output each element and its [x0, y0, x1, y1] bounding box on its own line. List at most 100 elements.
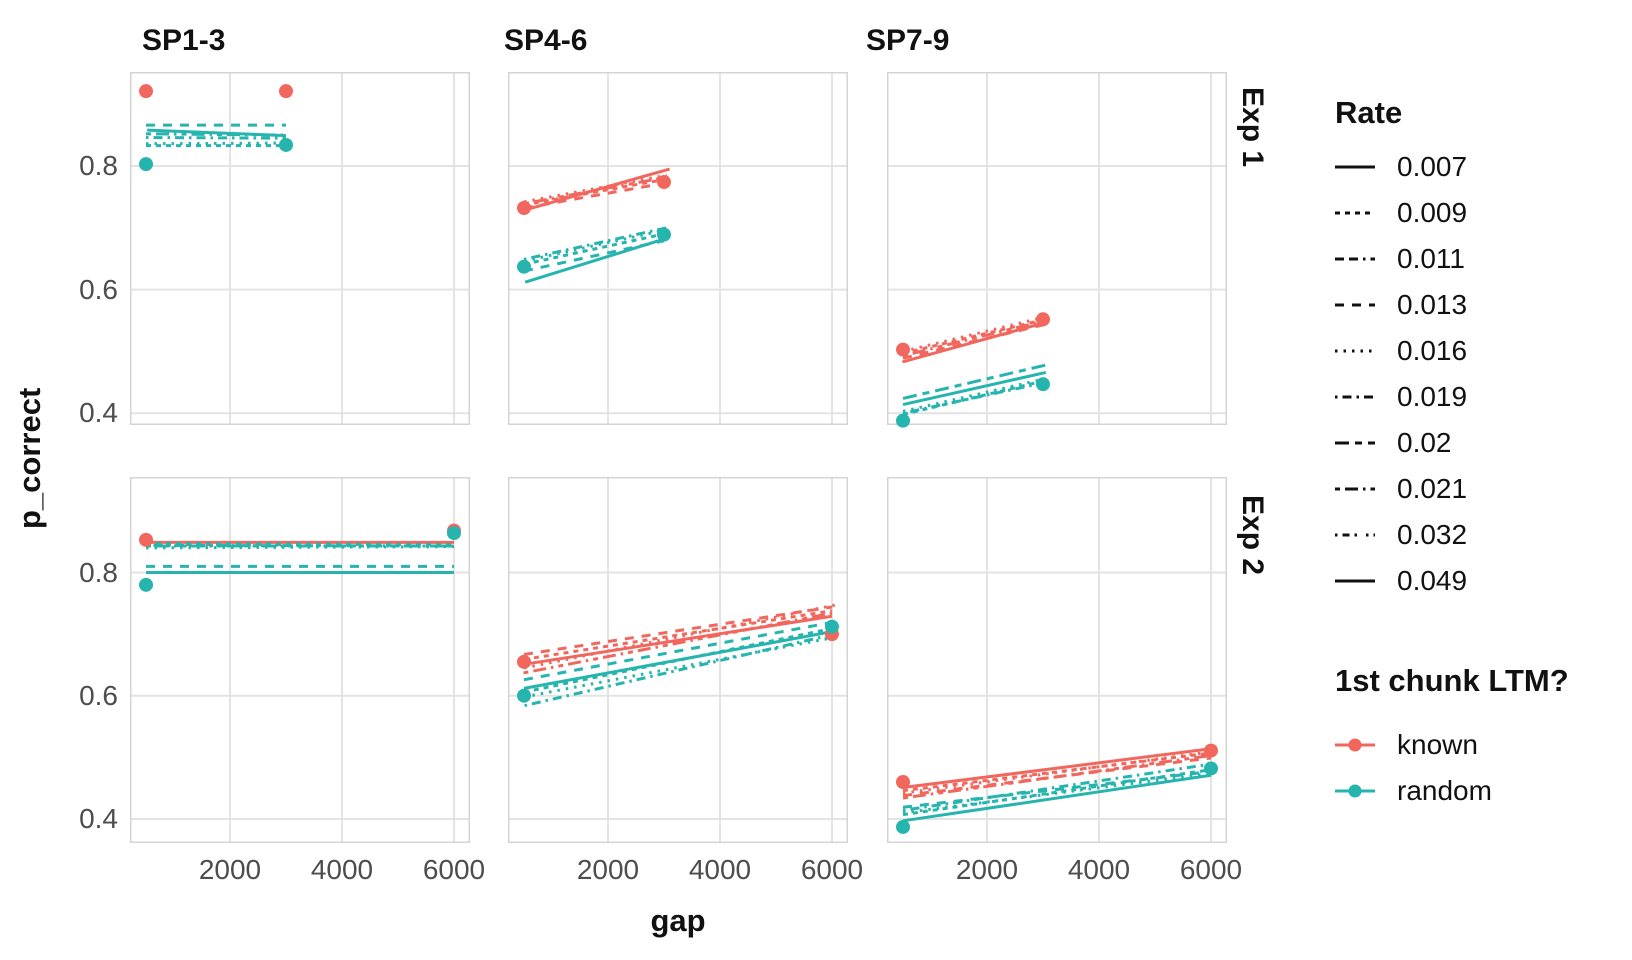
data-point-random	[517, 259, 532, 274]
panel-exp2-sp1-3	[130, 477, 470, 843]
trend-line-known-rate-0.021	[902, 754, 1212, 800]
legend-rate-item: 0.02	[1335, 420, 1467, 466]
rate-linetype-sample-icon	[1335, 487, 1375, 491]
legend-rate-item: 0.013	[1335, 282, 1467, 328]
legend-rate-item-label: 0.016	[1397, 335, 1468, 366]
trend-line-random-rate-0.016	[523, 228, 665, 263]
data-point-random	[517, 688, 532, 703]
data-point-known	[657, 175, 672, 190]
trend-line-random-rate-0.016	[902, 377, 1047, 413]
legend-rate-item-label: 0.021	[1397, 473, 1468, 504]
trend-line-random-rate-0.049	[523, 630, 833, 690]
trend-line-random-rate-0.019	[524, 633, 833, 708]
legend-group-items: known random	[1335, 722, 1569, 814]
rate-linetype-sample-icon	[1335, 303, 1375, 307]
trend-line-random-rate-0.016	[146, 545, 454, 550]
data-point-known	[896, 342, 911, 357]
legend-rate-item-label: 0.049	[1397, 565, 1468, 596]
group-color-sample-icon	[1335, 784, 1375, 798]
legend-rate-item-label: 0.032	[1397, 519, 1468, 550]
legend-rate-item: 0.032	[1335, 512, 1467, 558]
legend-rate-item: 0.009	[1335, 190, 1467, 236]
data-point-random	[446, 526, 461, 541]
x-axis-title: gap	[650, 903, 706, 938]
trend-line-random-rate-0.049	[902, 773, 1212, 823]
trend-line-known-rate-0.049	[902, 747, 1212, 790]
panel-exp1-sp4-6	[508, 72, 848, 425]
rate-linetype-sample-icon	[1335, 349, 1375, 353]
trend-line-known-rate-0.021	[523, 176, 665, 206]
trend-line-random-rate-0.009	[523, 232, 665, 266]
trend-line-random-rate-0.019	[902, 762, 1212, 812]
legend-rate-item-label: 0.019	[1397, 381, 1468, 412]
data-point-random	[896, 819, 911, 834]
x-axis-tick-label: 2000	[576, 854, 640, 885]
panel-exp1-sp1-3	[130, 72, 470, 425]
trend-line-known-rate-0.009	[902, 318, 1044, 355]
legend-rate-item: 0.049	[1335, 558, 1467, 604]
panel-exp2-sp4-6	[508, 477, 848, 843]
legend-rate-item-label: 0.013	[1397, 289, 1468, 320]
facet-column-title-sp4-6: SP4-6	[504, 24, 588, 57]
data-point-random	[1036, 377, 1051, 392]
legend-rate: Rate 0.007 0.009 0.011 0.013 0.016 0.019 0.02 0…	[1335, 96, 1467, 604]
trend-line-known-rate-0.016	[902, 750, 1212, 795]
y-axis-tick-label: 0.8	[79, 556, 118, 588]
legend-rate-items: 0.007 0.009 0.011 0.013 0.016 0.019 0.02 0.021 0…	[1335, 144, 1467, 604]
panel-border	[508, 72, 848, 425]
panel-border	[887, 72, 1227, 425]
facet-column-title-sp7-9: SP7-9	[866, 24, 950, 57]
group-color-sample-icon	[1335, 738, 1375, 752]
trend-line-known-rate-0.013	[523, 605, 833, 656]
legend-rate-item-label: 0.007	[1397, 151, 1468, 182]
data-point-known	[279, 84, 294, 99]
facet-row-strip-exp1: Exp 1	[1236, 86, 1269, 168]
data-point-known	[517, 654, 532, 669]
y-axis-tick-label: 0.4	[79, 802, 118, 834]
panel-border	[130, 72, 470, 425]
legend-rate-item-label: 0.009	[1397, 197, 1468, 228]
legend-rate-item: 0.016	[1335, 328, 1467, 374]
trend-line-known-rate-0.021	[902, 319, 1044, 358]
data-point-random	[139, 577, 154, 592]
legend-rate-item: 0.011	[1335, 236, 1467, 282]
legend-group-title: 1st chunk LTM?	[1335, 663, 1569, 698]
x-axis-tick-label: 2000	[955, 854, 1019, 885]
rate-linetype-sample-icon	[1335, 533, 1375, 537]
legend-rate-item-label: 0.02	[1397, 427, 1452, 458]
y-axis-tick-label: 0.6	[79, 273, 118, 305]
trend-line-random-rate-0.013	[523, 620, 833, 682]
x-axis-tick-label: 6000	[1179, 854, 1243, 885]
trend-line-known-rate-0.016	[523, 173, 668, 204]
trend-line-random-rate-0.016	[146, 141, 287, 146]
data-point-random	[824, 619, 839, 634]
facet-row-strip-exp2: Exp 2	[1236, 494, 1269, 576]
trend-line-random-rate-0.021	[146, 132, 287, 137]
data-point-random	[657, 227, 672, 242]
x-axis-tick-label: 6000	[800, 854, 864, 885]
y-axis-tick-label: 0.8	[79, 149, 118, 181]
data-point-known	[517, 201, 532, 216]
data-point-known	[1036, 312, 1051, 327]
trend-line-random-rate-0.013	[523, 239, 665, 273]
x-axis-tick-label: 4000	[1067, 854, 1131, 885]
legend-group-item-known: known	[1335, 722, 1569, 768]
trend-line-random-rate-0.016	[523, 636, 833, 699]
panel-exp1-sp7-9	[887, 72, 1227, 428]
trend-line-random-rate-0.049	[902, 370, 1047, 407]
panel-border	[130, 477, 470, 843]
facet-column-title-sp1-3: SP1-3	[142, 24, 226, 57]
trend-line-known-rate-0.009	[902, 751, 1212, 793]
legend-rate-item: 0.019	[1335, 374, 1467, 420]
rate-linetype-sample-icon	[1335, 211, 1375, 215]
trend-line-known-rate-0.016	[902, 315, 1047, 353]
rate-linetype-sample-icon	[1335, 395, 1375, 399]
panel-exp2-sp7-9	[887, 477, 1227, 843]
rate-linetype-sample-icon	[1335, 441, 1375, 445]
y-axis-tick-label: 0.4	[79, 397, 118, 429]
trend-line-random-rate-0.016	[902, 771, 1212, 815]
trend-line-known-rate-0.013	[902, 322, 1047, 360]
trend-line-known-rate-0.009	[523, 178, 665, 207]
